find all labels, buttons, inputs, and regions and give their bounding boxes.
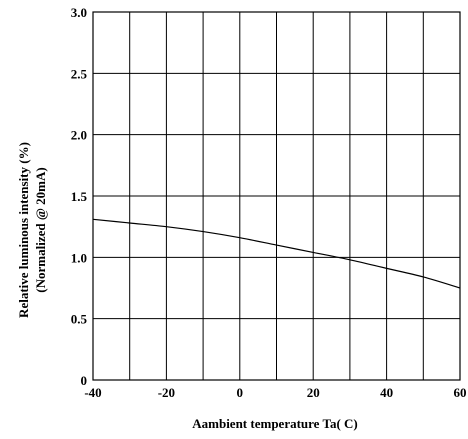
y-axis-title: Relative luminous intensity (%) (Normali… [16,142,48,318]
grid-lines [93,12,460,380]
x-tick-label: -40 [84,385,101,400]
series-line [92,218,461,289]
y-tick-label: 0 [81,373,88,388]
x-tick-label: 40 [380,385,393,400]
y-tick-label: 1.5 [71,189,88,204]
plot-frame [92,11,461,381]
x-tick-label: 60 [454,385,467,400]
y-tick-label: 3.0 [71,5,87,20]
y-axis-title-line2: (Normalized @ 20mA) [33,167,48,292]
x-tick-label: 20 [307,385,320,400]
x-tick-label: 0 [237,385,244,400]
y-tick-label: 2.0 [71,128,87,143]
y-axis-title-line1: Relative luminous intensity (%) [16,142,31,318]
x-tick-labels: -40 -20 0 20 40 60 [84,385,466,400]
x-axis-title: Aambient temperature Ta( C) [192,416,358,431]
x-tick-label: -20 [158,385,175,400]
y-tick-label: 1.0 [71,250,87,265]
y-tick-labels: 0 0.5 1.0 1.5 2.0 2.5 3.0 [71,5,88,388]
y-tick-label: 0.5 [71,312,88,327]
y-tick-label: 2.5 [71,66,88,81]
